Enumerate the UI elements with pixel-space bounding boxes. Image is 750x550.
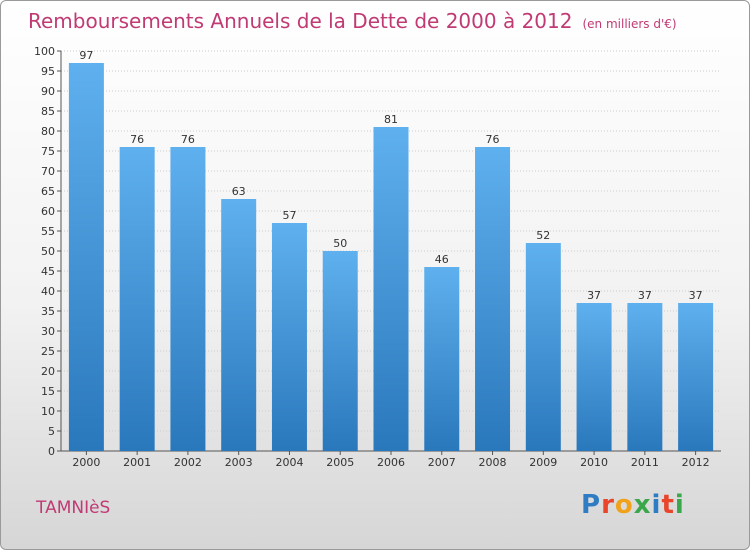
x-tick-label-2007: 2007 (428, 456, 456, 469)
y-tick-label: 40 (41, 285, 55, 298)
title-text: Remboursements Annuels de la Dette de 20… (28, 9, 573, 33)
bar-2000 (68, 63, 104, 451)
x-tick-label-2010: 2010 (580, 456, 608, 469)
logo-letter: t (661, 490, 675, 520)
y-tick-label: 35 (41, 305, 55, 318)
data-label-2004: 57 (282, 209, 296, 222)
x-tick-label-2003: 2003 (225, 456, 253, 469)
data-label-2007: 46 (435, 253, 449, 266)
bar-2010 (576, 303, 612, 451)
x-tick-label-2005: 2005 (326, 456, 354, 469)
y-tick-label: 20 (41, 365, 55, 378)
y-tick-label: 15 (41, 385, 55, 398)
y-tick-label: 65 (41, 185, 55, 198)
y-tick-label: 70 (41, 165, 55, 178)
data-label-2005: 50 (333, 237, 347, 250)
bar-2002 (170, 147, 206, 451)
x-tick-label-2002: 2002 (174, 456, 202, 469)
bar-2005 (322, 251, 358, 451)
logo-letter: r (601, 490, 615, 520)
y-tick-label: 90 (41, 85, 55, 98)
x-tick-label-2011: 2011 (631, 456, 659, 469)
bar-2012 (678, 303, 714, 451)
data-label-2010: 37 (587, 289, 601, 302)
logo-letter: i (674, 490, 685, 520)
chart-title: Remboursements Annuels de la Dette de 20… (28, 9, 677, 33)
y-tick-label: 0 (48, 445, 55, 458)
y-tick-label: 30 (41, 325, 55, 338)
data-label-2009: 52 (536, 229, 550, 242)
bar-2007 (424, 267, 460, 451)
bar-2008 (475, 147, 511, 451)
logo-letter: o (614, 490, 634, 520)
data-label-2011: 37 (638, 289, 652, 302)
bar-2004 (271, 223, 307, 451)
bar-2001 (119, 147, 155, 451)
y-tick-label: 95 (41, 65, 55, 78)
data-label-2000: 97 (79, 49, 93, 62)
x-tick-label-2009: 2009 (529, 456, 557, 469)
proxiti-logo: Proxiti (581, 490, 685, 520)
y-tick-label: 25 (41, 345, 55, 358)
logo-letter: i (651, 490, 662, 520)
y-tick-label: 50 (41, 245, 55, 258)
data-label-2006: 81 (384, 113, 398, 126)
y-tick-label: 5 (48, 425, 55, 438)
bar-2006 (373, 127, 409, 451)
y-tick-label: 45 (41, 265, 55, 278)
y-tick-label: 75 (41, 145, 55, 158)
data-label-2008: 76 (486, 133, 500, 146)
bar-2011 (627, 303, 663, 451)
y-tick-label: 10 (41, 405, 55, 418)
x-tick-label-2008: 2008 (479, 456, 507, 469)
data-label-2012: 37 (689, 289, 703, 302)
unit-subtitle: (en milliers d'€) (582, 17, 677, 31)
bar-2003 (221, 199, 257, 451)
bar-2009 (525, 243, 561, 451)
data-label-2001: 76 (130, 133, 144, 146)
x-tick-label-2006: 2006 (377, 456, 405, 469)
logo-letter: x (633, 490, 652, 520)
commune-name: TAMNIèS (36, 498, 111, 518)
y-tick-label: 85 (41, 105, 55, 118)
logo-letter: P (581, 490, 602, 520)
y-tick-label: 80 (41, 125, 55, 138)
data-label-2003: 63 (232, 185, 246, 198)
y-tick-label: 100 (34, 45, 55, 58)
x-tick-label-2001: 2001 (123, 456, 151, 469)
x-tick-label-2000: 2000 (72, 456, 100, 469)
x-tick-label-2004: 2004 (275, 456, 303, 469)
y-tick-label: 60 (41, 205, 55, 218)
y-tick-label: 55 (41, 225, 55, 238)
x-tick-label-2012: 2012 (682, 456, 710, 469)
data-label-2002: 76 (181, 133, 195, 146)
